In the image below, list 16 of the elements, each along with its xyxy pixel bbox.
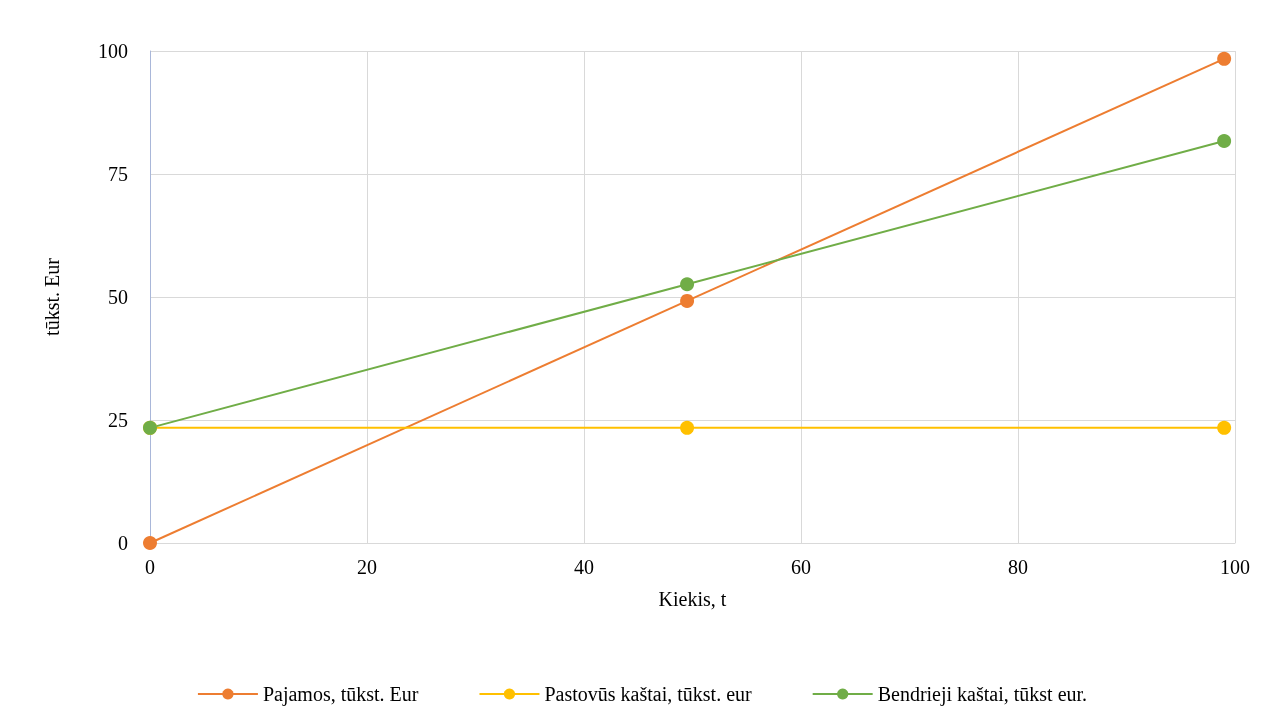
legend-label: Pajamos, tūkst. Eur xyxy=(262,683,419,706)
x-tick-label: 80 xyxy=(1008,556,1028,578)
x-tick-label: 20 xyxy=(357,556,377,578)
y-tick-label: 75 xyxy=(108,163,128,185)
x-axis-title: Kiekis, t xyxy=(658,588,727,610)
x-tick-label: 100 xyxy=(1220,556,1250,578)
legend-label: Pastovūs kaštai, tūkst. eur xyxy=(544,683,753,705)
x-tick-label: 40 xyxy=(574,556,594,578)
x-tick-label: 0 xyxy=(145,556,155,578)
y-tick-label: 100 xyxy=(98,40,128,62)
y-tick-label: 50 xyxy=(108,286,128,308)
y-axis-title: tūkst. Eur xyxy=(41,257,63,336)
x-tick-label: 60 xyxy=(791,556,811,578)
legend-label: Bendrieji kaštai, tūkst eur. xyxy=(877,683,1088,706)
y-tick-label: 0 xyxy=(118,532,128,554)
y-tick-label: 25 xyxy=(108,409,128,431)
